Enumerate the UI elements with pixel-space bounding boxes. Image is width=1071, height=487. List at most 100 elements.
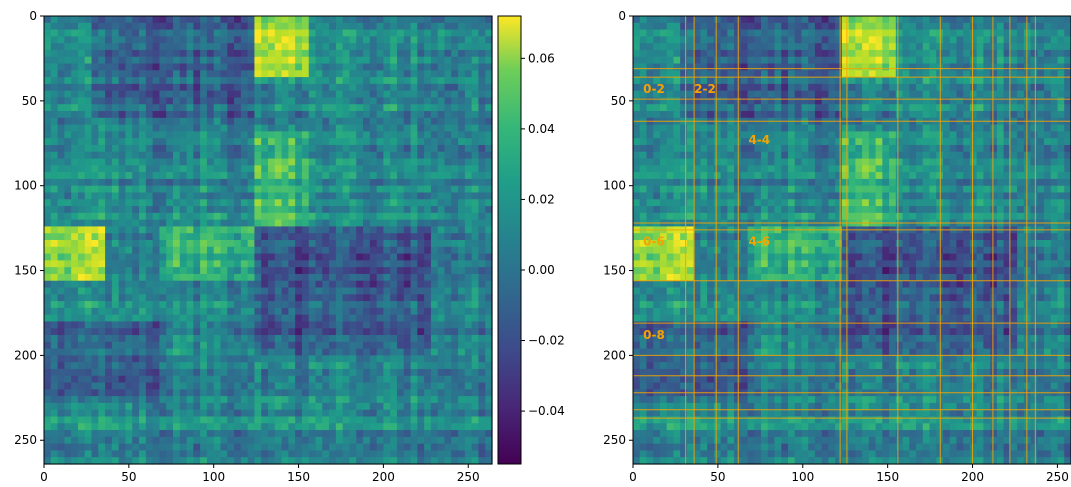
heatmap-cell [64,97,72,105]
heatmap-cell [268,63,276,71]
heatmap-cell [969,36,978,44]
heatmap-cell [274,83,283,92]
heatmap-cell [220,253,228,261]
heatmap-cell [680,43,688,51]
heatmap-cell [727,49,735,58]
heatmap-cell [125,22,133,31]
heatmap-cell [889,70,897,78]
heatmap-cell [44,83,52,92]
heatmap-cell [125,29,133,37]
heatmap-cell [179,90,188,99]
heatmap-cell [485,16,493,24]
heatmap-cell [1050,43,1059,51]
heatmap-cell [335,97,344,105]
heatmap-cell [50,178,59,187]
heatmap-cell [633,63,641,71]
heatmap-cell [356,117,364,126]
heatmap-cell [57,77,65,85]
x-tick-label: 100 [202,470,225,484]
heatmap-cell [193,253,201,261]
heatmap-cell [111,70,120,78]
heatmap-cell [410,131,418,139]
heatmap-cell [179,172,188,180]
heatmap-cell [478,111,486,119]
heatmap-cell [64,240,72,248]
heatmap-cell [451,111,459,119]
heatmap-cell [206,29,215,37]
heatmap-cell [478,321,486,329]
heatmap-cell [71,314,79,323]
heatmap-cell [478,83,486,92]
heatmap-cell [308,212,317,221]
heatmap-cell [64,172,72,180]
heatmap-cell [44,29,52,37]
heatmap-cell [464,260,473,268]
heatmap-cell [458,260,466,268]
heatmap-cell [247,396,256,404]
heatmap-cell [98,267,106,275]
heatmap-cell [464,158,473,166]
heatmap-cell [268,246,276,255]
heatmap-cell [301,375,310,384]
heatmap-cell [268,301,276,309]
heatmap-cell [754,49,762,58]
heatmap-cell [159,280,167,289]
heatmap-cell [206,233,215,241]
heatmap-cell [193,151,201,160]
heatmap-cell [193,124,201,132]
heatmap-cell [356,260,364,268]
heatmap-cell [125,287,133,295]
heatmap-cell [383,206,391,214]
heatmap-cell [206,294,215,302]
heatmap-cell [430,450,439,458]
heatmap-cell [862,43,870,51]
heatmap-cell [301,178,310,187]
heatmap-cell [213,43,222,51]
heatmap-cell [349,165,357,173]
heatmap-cell [57,219,65,228]
heatmap-cell [329,260,337,268]
heatmap-cell [390,138,398,146]
heatmap-cell [247,240,256,248]
heatmap-cell [118,104,127,112]
heatmap-cell [213,70,222,78]
heatmap-cell [458,49,466,58]
heatmap-cell [295,219,303,228]
heatmap-cell [152,138,160,146]
heatmap-cell [274,355,283,363]
heatmap-cell [376,436,384,445]
heatmap-cell [77,70,86,78]
heatmap-cell [152,111,160,119]
heatmap-cell [64,226,72,234]
heatmap-cell [145,328,154,336]
heatmap-cell [281,178,289,187]
heatmap-cell [91,267,99,275]
heatmap-cell [274,77,283,85]
heatmap-cell [841,56,850,65]
heatmap-cell [315,368,323,377]
heatmap-cell [84,362,93,370]
heatmap-cell [464,43,473,51]
heatmap-cell [172,178,181,187]
heatmap-cell [295,396,303,404]
heatmap-cell [159,158,167,166]
heatmap-cell [132,436,140,445]
heatmap-cell [390,185,398,194]
heatmap-cell [403,457,412,465]
heatmap-cell [111,172,120,180]
heatmap-cell [125,375,133,384]
heatmap-cell [206,443,215,452]
heatmap-cell [430,104,439,112]
heatmap-cell [396,294,405,302]
heatmap-cell [234,56,242,65]
heatmap-cell [471,192,480,200]
heatmap-cell [234,341,242,350]
heatmap-cell [659,22,668,31]
heatmap-cell [369,233,378,241]
heatmap-cell [417,63,425,71]
heatmap-cell [633,22,641,31]
heatmap-cell [105,158,113,166]
heatmap-cell [71,36,79,44]
heatmap-cell [98,206,106,214]
heatmap-cell [848,22,856,31]
